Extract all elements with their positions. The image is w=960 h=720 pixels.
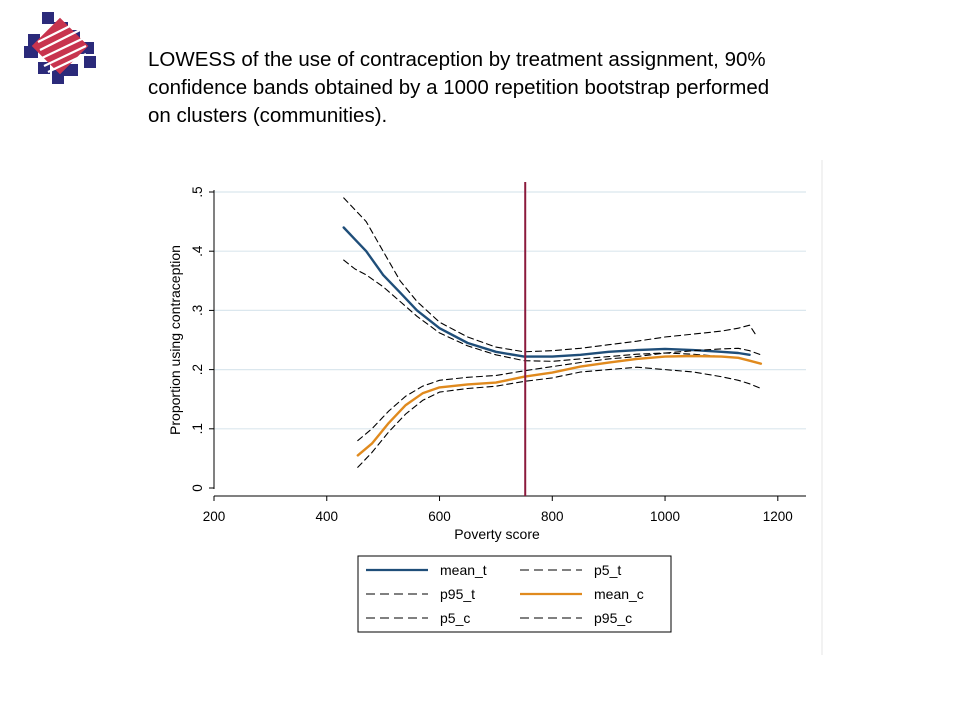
legend-label-mean_t: mean_t: [440, 562, 487, 578]
slide-title: LOWESS of the use of contraception by tr…: [148, 46, 888, 130]
series-line-mean_c: [356, 354, 763, 457]
x-tick-label-2: 600: [428, 509, 451, 524]
x-tick-label-1: 400: [315, 509, 338, 524]
y-tick-label-2: .2: [190, 364, 205, 375]
series-line-p95_c: [357, 347, 762, 442]
y-tick-label-1: .1: [190, 423, 205, 434]
legend: mean_t p5_t p95_t mean_c p5_c p95_c: [357, 555, 672, 633]
axes: 0 .1 .2 .3 .4 .5 200 400 600 800 1000 1200: [190, 186, 806, 524]
y-tick-label-0: 0: [190, 484, 205, 492]
organization-logo: [24, 12, 96, 84]
series-line-p5_c: [357, 366, 762, 468]
x-tick-label-5: 1200: [763, 509, 793, 524]
x-tick-label-4: 1000: [650, 509, 680, 524]
axis-labels: Poverty score Proportion using contracep…: [167, 245, 540, 542]
series-lines: [342, 197, 763, 468]
slide-title-line-3: on clusters (communities).: [148, 104, 388, 127]
legend-label-p5_t: p5_t: [594, 562, 621, 578]
series-line-p95_t: [343, 197, 756, 353]
legend-label-mean_c: mean_c: [594, 586, 644, 602]
x-axis-title: Poverty score: [454, 526, 540, 542]
slide-title-line-2: confidence bands obtained by a 1000 repe…: [148, 76, 770, 99]
y-tick-label-5: .5: [190, 186, 205, 197]
legend-label-p95_t: p95_t: [440, 586, 475, 602]
series-line-p5_t: [343, 259, 751, 362]
y-axis-title: Proportion using contraception: [167, 245, 183, 435]
legend-label-p5_c: p5_c: [440, 610, 470, 626]
legend-label-p95_c: p95_c: [594, 610, 632, 626]
y-tick-label-3: .3: [190, 305, 205, 316]
series-line-mean_t: [342, 226, 751, 358]
y-tick-label-4: .4: [190, 245, 205, 257]
x-tick-label-0: 200: [203, 509, 226, 524]
slide-title-line-1: LOWESS of the use of contraception by tr…: [148, 48, 766, 71]
x-tick-label-3: 800: [541, 509, 564, 524]
logo-mark: [24, 12, 96, 84]
gridlines: [214, 191, 806, 430]
